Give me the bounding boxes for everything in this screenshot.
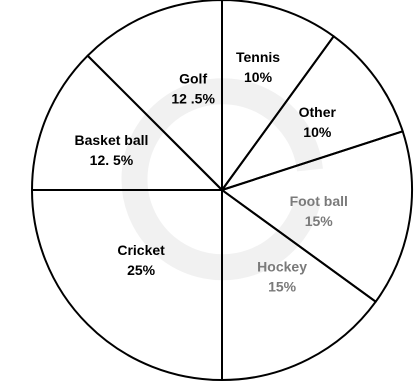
- slice-label-tennis: Tennis: [236, 49, 280, 65]
- slice-label-golf: Golf: [179, 71, 207, 87]
- pie-slice-hockey: [221, 189, 377, 381]
- pie-slice-tennis: [221, 0, 335, 191]
- slice-value-golf: 12 .5%: [171, 91, 215, 107]
- slice-label-cricket: Cricket: [117, 242, 165, 258]
- pie-slice-cricket: [31, 189, 223, 381]
- pie-slice-other: [221, 35, 404, 191]
- slice-value-tennis: 10%: [244, 69, 273, 85]
- pie-slice-foot-ball: [221, 130, 413, 303]
- slice-value-cricket: 25%: [127, 262, 156, 278]
- slice-value-hockey: 15%: [268, 278, 297, 294]
- slice-label-foot-ball: Foot ball: [290, 193, 348, 209]
- slice-label-hockey: Hockey: [257, 258, 307, 274]
- slice-label-other: Other: [299, 104, 337, 120]
- watermark: [121, 78, 323, 281]
- pie-slice-basket-ball: [31, 54, 223, 191]
- slice-value-foot-ball: 15%: [305, 213, 334, 229]
- slice-label-basket-ball: Basket ball: [75, 132, 149, 148]
- slice-value-other: 10%: [303, 124, 332, 140]
- slice-value-basket-ball: 12. 5%: [90, 152, 134, 168]
- pie-slice-golf: [86, 0, 223, 191]
